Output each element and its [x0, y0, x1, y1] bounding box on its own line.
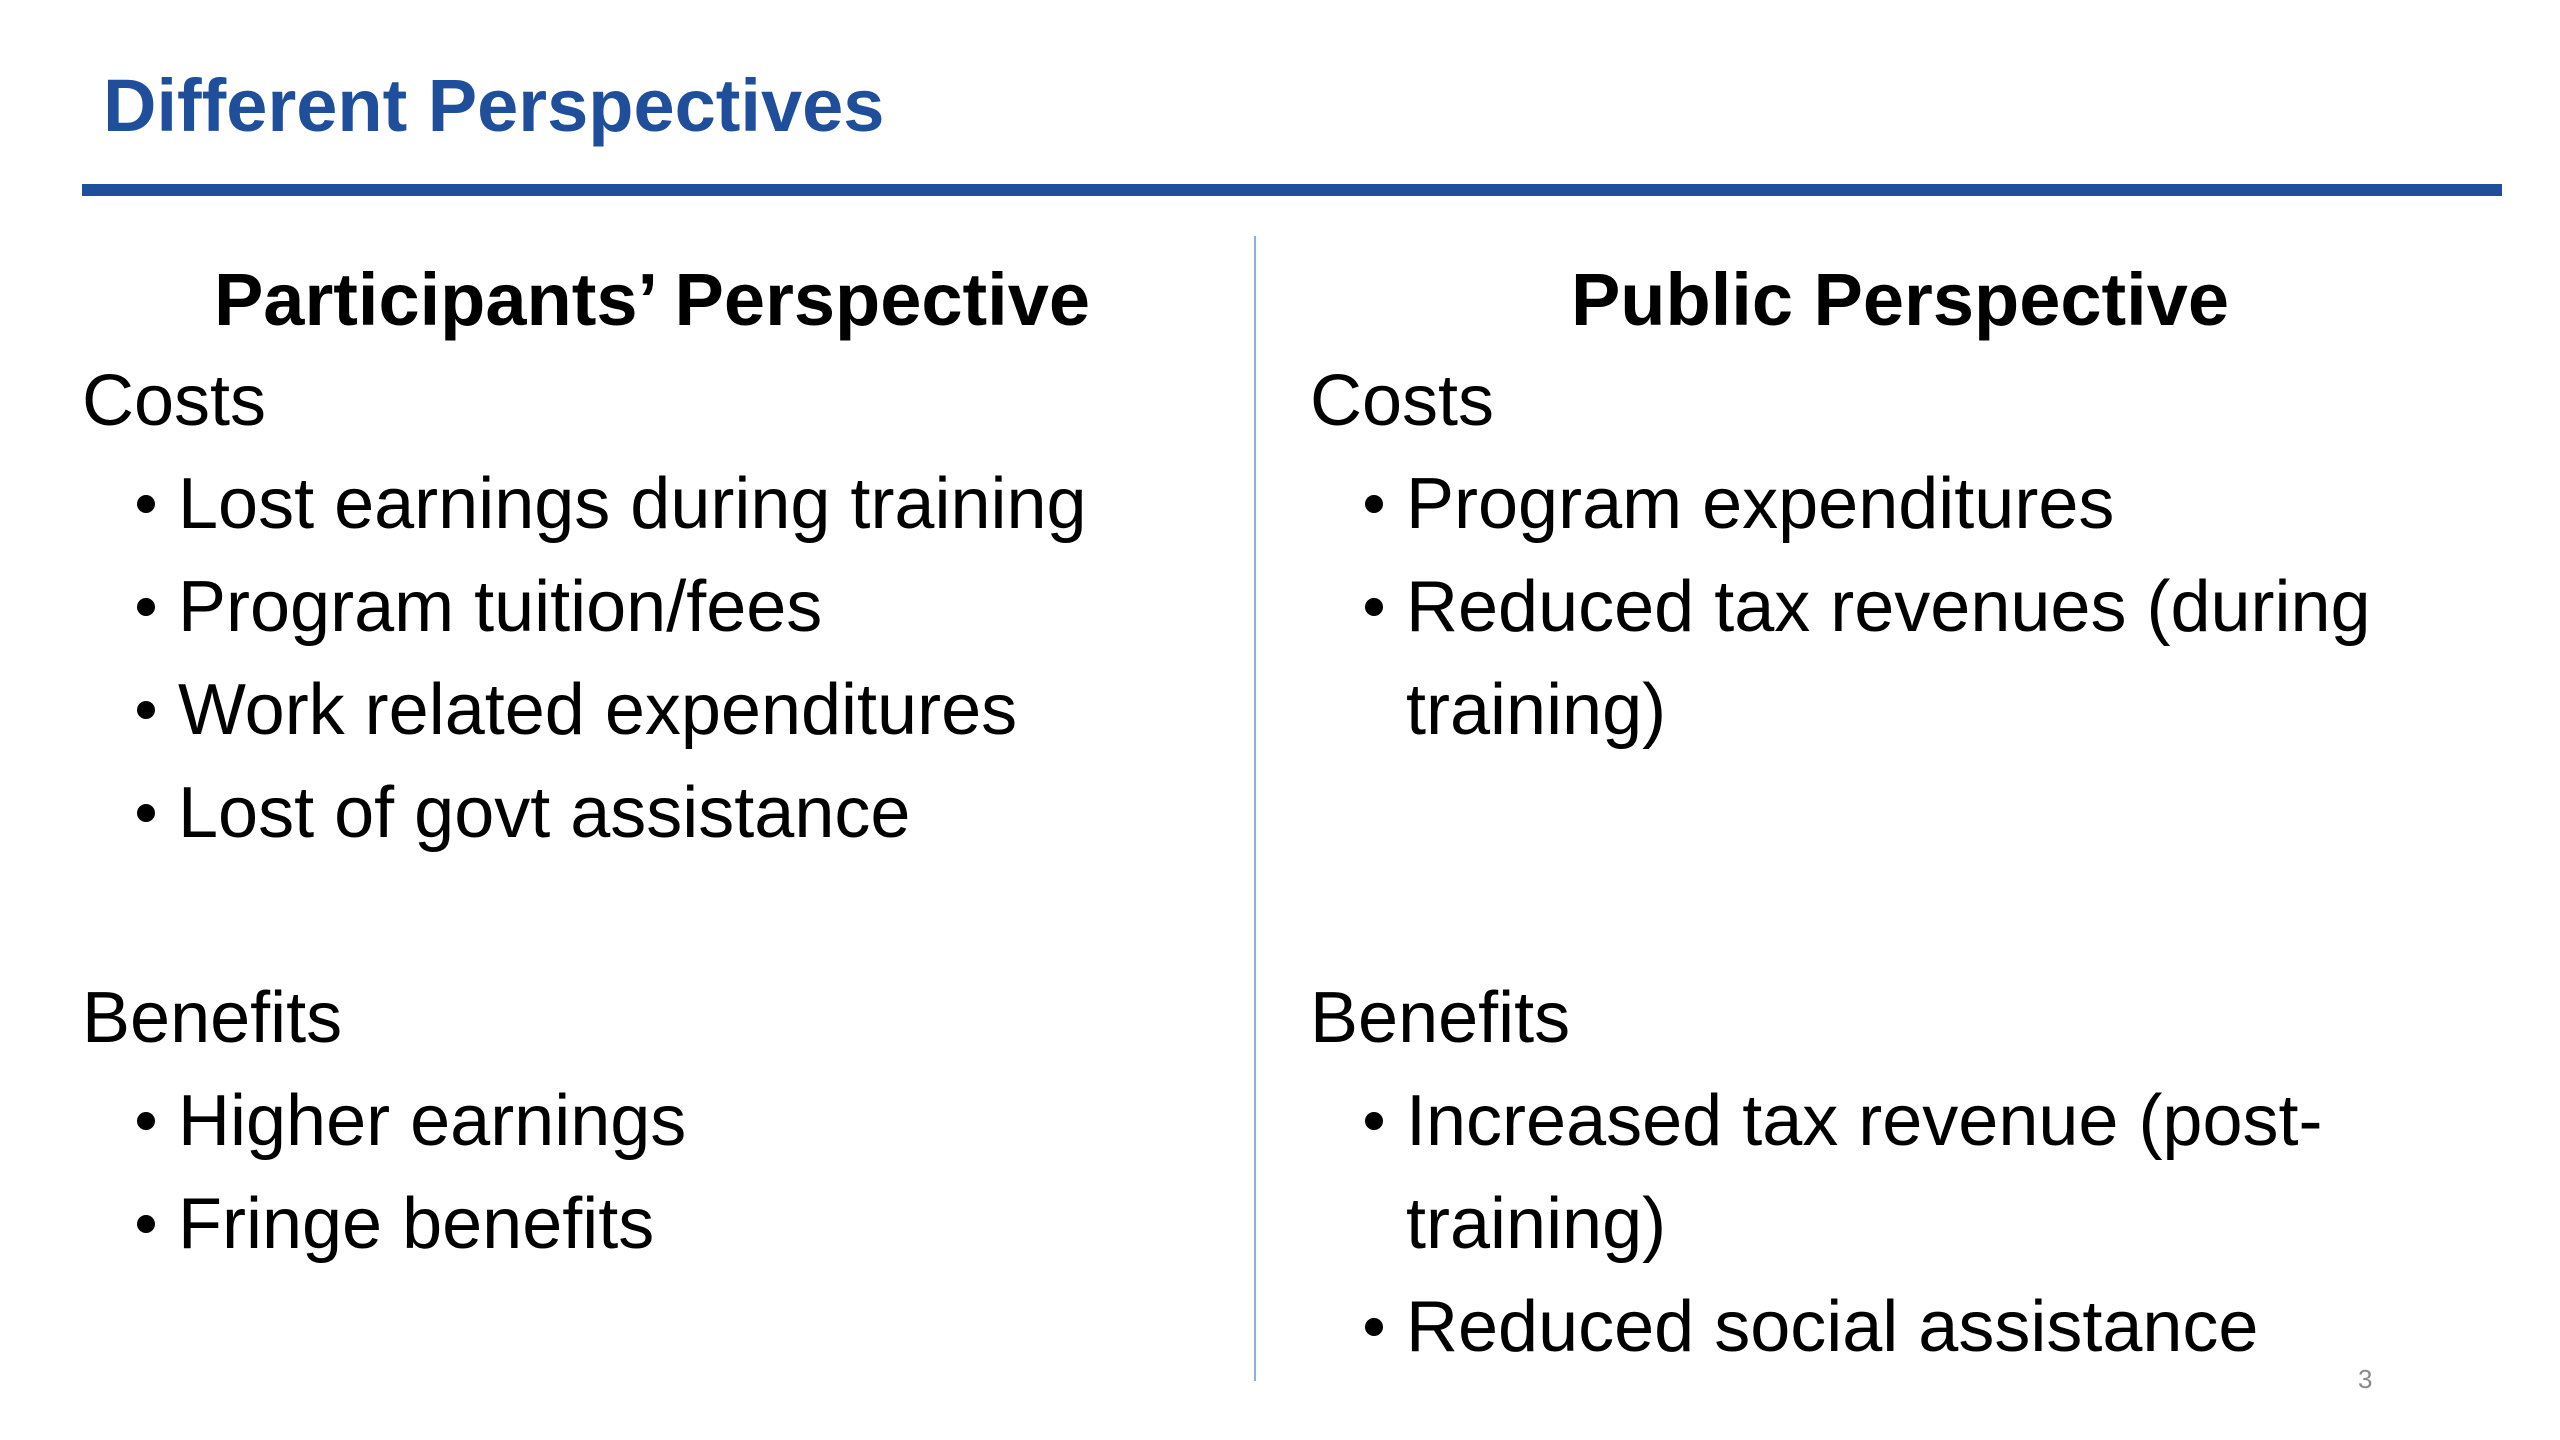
public-column: Public Perspective Costs Program expendi… [1310, 250, 2490, 1379]
list-item: Work related expenditures [82, 659, 1222, 762]
public-costs-label: Costs [1310, 361, 1495, 441]
section-spacer [82, 865, 1222, 967]
title-underline [82, 184, 2502, 196]
list-item: Increased tax revenue (post-training) [1310, 1070, 2490, 1276]
list-item: Lost earnings during training [82, 453, 1222, 556]
participants-benefits-label: Benefits [82, 978, 343, 1058]
participants-costs-list: Lost earnings during training Program tu… [82, 453, 1222, 865]
list-item: Lost of govt assistance [82, 762, 1222, 865]
list-item: Program expenditures [1310, 453, 2490, 556]
list-item: Reduced social assistance [1310, 1276, 2490, 1379]
public-costs-list: Program expenditures Reduced tax revenue… [1310, 453, 2490, 762]
section-spacer [1310, 762, 2490, 967]
column-divider [1254, 236, 1256, 1381]
public-benefits-label: Benefits [1310, 978, 1571, 1058]
list-item: Reduced tax revenues (during training) [1310, 556, 2490, 762]
public-heading: Public Perspective [1570, 258, 2230, 341]
list-item: Fringe benefits [82, 1173, 1222, 1276]
participants-costs-label: Costs [82, 361, 267, 441]
participants-column: Participants’ Perspective Costs Lost ear… [82, 250, 1222, 1276]
list-item: Program tuition/fees [82, 556, 1222, 659]
participants-heading: Participants’ Perspective [213, 258, 1091, 341]
page-number: 3 [2358, 1364, 2373, 1394]
participants-benefits-list: Higher earnings Fringe benefits [82, 1070, 1222, 1276]
slide-title: Different Perspectives [103, 64, 885, 147]
list-item: Higher earnings [82, 1070, 1222, 1173]
public-benefits-list: Increased tax revenue (post-training) Re… [1310, 1070, 2490, 1379]
